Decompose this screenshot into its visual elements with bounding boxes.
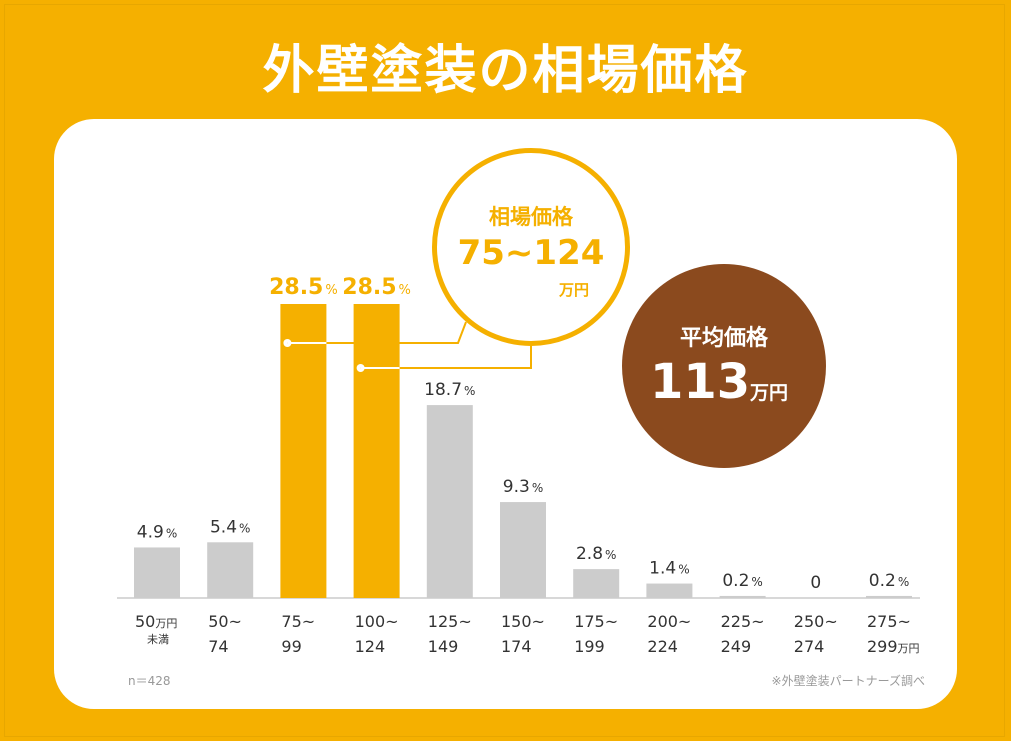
bar-5 (500, 502, 546, 598)
source-note: ※外壁塗装パートナーズ調べ (771, 674, 925, 688)
category-label-line2-5: 174 (501, 637, 532, 656)
value-label-5: 9.3% (503, 477, 543, 497)
bar-0 (134, 547, 180, 598)
connector-line-a (287, 321, 467, 344)
value-label-3: 28.5% (342, 275, 411, 300)
value-label-8: 0.2% (722, 571, 762, 591)
category-label-9: 250~ (794, 612, 838, 631)
category-label-line2-4: 149 (428, 637, 459, 656)
category-label-line2-3: 124 (355, 637, 386, 656)
page-title: 外壁塗装の相場価格 (262, 41, 749, 101)
category-label-line2-7: 224 (647, 637, 678, 656)
bar-7 (646, 583, 693, 598)
category-label-line2-10: 299万円 (867, 637, 920, 656)
sample-size-note: n＝428 (128, 674, 171, 688)
category-label-0: 50万円 (135, 612, 177, 631)
value-label-7: 1.4% (649, 559, 689, 579)
connector-line-b (360, 342, 532, 369)
market-price-range: 75~124 (457, 233, 605, 273)
bar-4 (426, 405, 473, 598)
category-sublabel-0: 未満 (147, 633, 169, 646)
category-label-1: 50~ (208, 612, 242, 631)
bar-10 (866, 595, 912, 598)
category-label-10: 275~ (867, 612, 911, 631)
bar-8 (719, 595, 766, 598)
value-label-1: 5.4% (210, 517, 250, 537)
category-label-5: 150~ (501, 612, 545, 631)
category-label-2: 75~ (281, 612, 315, 631)
value-label-0: 4.9% (137, 522, 177, 542)
average-price-bubble: 平均価格 113 万円 (622, 264, 826, 468)
category-label-line2-8: 249 (721, 637, 752, 656)
category-label-line2-2: 99 (281, 637, 301, 656)
category-label-line2-1: 74 (208, 637, 228, 656)
market-price-unit: 万円 (559, 281, 590, 299)
value-label-6: 2.8% (576, 544, 616, 564)
bar-1 (207, 542, 254, 598)
category-label-8: 225~ (721, 612, 765, 631)
value-labels-group: 4.9% 5.4 % 28.5% 28.5 % 18.7 % 9.3 % 2.8 % 1.4 % 0.2% 0… (137, 275, 909, 593)
average-price-label: 平均価格 (679, 326, 768, 351)
market-price-label: 相場価格 (489, 205, 573, 229)
bar-3 (353, 304, 400, 598)
value-label-4: 18.7% (424, 380, 475, 400)
bars-group (117, 304, 920, 599)
category-label-line2-6: 199 (574, 637, 605, 656)
market-price-bubble: 相場価格 75~124 万円 (432, 148, 630, 346)
value-label-2: 28.5% (269, 275, 338, 300)
value-label-10: 0.2% (869, 571, 909, 591)
value-label-9: 0 (810, 573, 821, 593)
category-label-6: 175~ (574, 612, 618, 631)
average-price-value: 113 (650, 354, 751, 410)
category-label-7: 200~ (647, 612, 691, 631)
category-label-line2-9: 274 (794, 637, 825, 656)
category-label-3: 100~ (355, 612, 399, 631)
bar-6 (573, 569, 620, 598)
callout-connectors (283, 321, 532, 372)
category-label-4: 125~ (428, 612, 472, 631)
average-price-unit: 万円 (750, 382, 789, 404)
bar-2 (280, 304, 327, 598)
